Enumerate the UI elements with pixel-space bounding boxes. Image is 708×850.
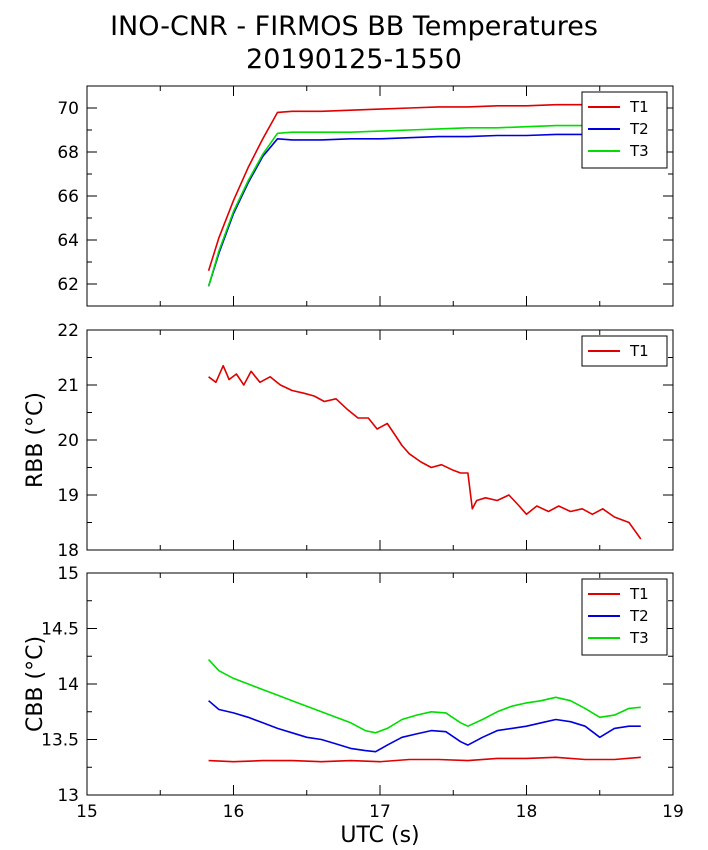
series-line-t3 [208, 659, 641, 734]
y-tick-label: 19 [57, 486, 79, 506]
series-line-t1 [207, 103, 641, 272]
series-line-t1 [208, 756, 641, 763]
x-tick-label: 15 [76, 802, 98, 822]
x-tick-label: 18 [516, 802, 538, 822]
y-tick-label: 22 [57, 321, 79, 341]
series-line-t1 [208, 364, 642, 540]
x-tick-label: 19 [662, 802, 684, 822]
y-tick-label: 70 [57, 99, 79, 119]
x-tick-label: 16 [223, 802, 245, 822]
y-tick-label: 20 [57, 431, 79, 451]
y-tick-label: 13.5 [41, 731, 79, 751]
series-line-t2 [207, 133, 641, 287]
chart-title: INO-CNR - FIRMOS BB Temperatures [110, 11, 598, 42]
series-line-t2 [208, 700, 641, 753]
chart-subtitle: 20190125-1550 [246, 44, 462, 75]
y-tick-label: 18 [57, 541, 79, 561]
y-axis-label: RBB (°C) [23, 392, 48, 488]
y-axis-label: CBB (°C) [23, 636, 48, 732]
y-tick-label: 66 [57, 187, 79, 207]
legend-label-t1: T1 [629, 342, 649, 360]
y-tick-label: 14.5 [41, 620, 79, 640]
legend-label-t2: T2 [629, 607, 649, 625]
x-tick-label: 17 [369, 802, 391, 822]
y-tick-label: 14 [57, 675, 79, 695]
y-tick-label: 13 [57, 786, 79, 806]
legend-label-t1: T1 [629, 98, 649, 116]
legend-label-t2: T2 [629, 120, 649, 138]
y-tick-label: 68 [57, 143, 79, 163]
x-axis-label: UTC (s) [340, 823, 419, 848]
y-tick-label: 21 [57, 376, 79, 396]
legend-label-t3: T3 [629, 142, 649, 160]
legend-label-t3: T3 [629, 629, 649, 647]
y-tick-label: 62 [57, 275, 79, 295]
series-line-t3 [207, 123, 641, 287]
y-tick-label: 64 [57, 231, 79, 251]
y-tick-label: 15 [57, 564, 79, 584]
legend-label-t1: T1 [629, 585, 649, 603]
